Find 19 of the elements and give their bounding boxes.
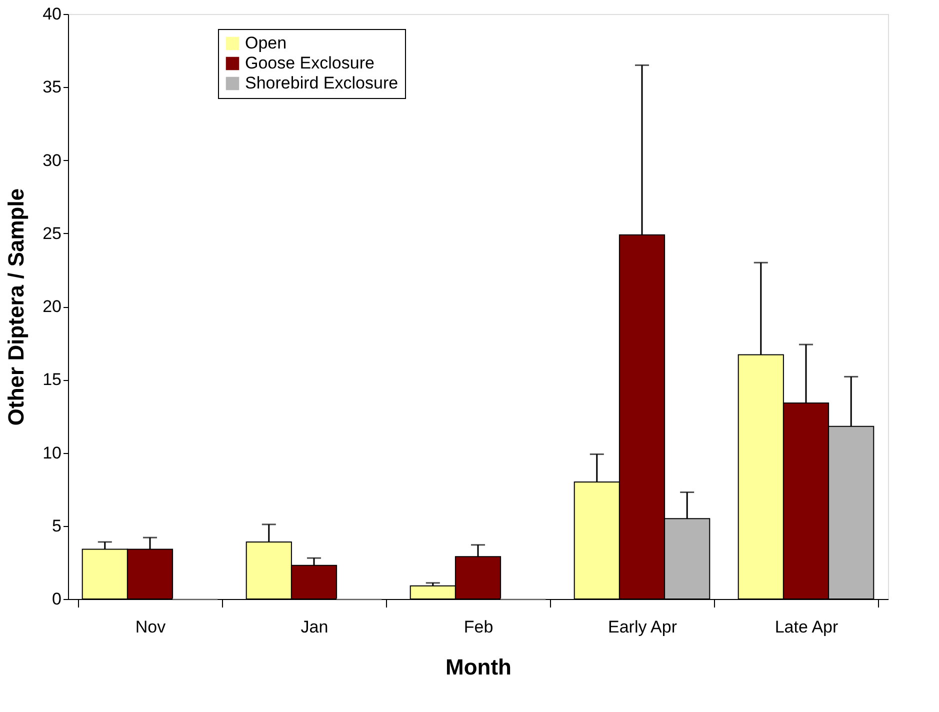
legend-label: Open bbox=[245, 34, 287, 52]
x-tick-label: Nov bbox=[135, 618, 166, 636]
legend-label: Shorebird Exclosure bbox=[245, 74, 398, 92]
y-tick-label: 35 bbox=[42, 78, 62, 97]
y-tick-label: 30 bbox=[42, 150, 62, 170]
x-tick-label: Jan bbox=[300, 618, 328, 636]
y-tick-label: 15 bbox=[42, 370, 62, 390]
y-tick-label: 5 bbox=[52, 516, 62, 536]
legend-label: Goose Exclosure bbox=[245, 54, 374, 72]
y-tick-label: 25 bbox=[42, 224, 62, 243]
y-tick-label: 20 bbox=[42, 297, 62, 316]
y-tick-label: 40 bbox=[42, 4, 62, 24]
x-tick-label: Feb bbox=[464, 618, 494, 636]
x-axis-title: Month bbox=[446, 654, 512, 680]
y-tick-label: 0 bbox=[52, 590, 62, 608]
x-tick-label: Early Apr bbox=[608, 618, 678, 636]
y-tick-label: 10 bbox=[42, 443, 62, 462]
y-axis-title: Other Diptera / Sample bbox=[4, 188, 29, 426]
x-tick-label: Late Apr bbox=[774, 618, 838, 636]
